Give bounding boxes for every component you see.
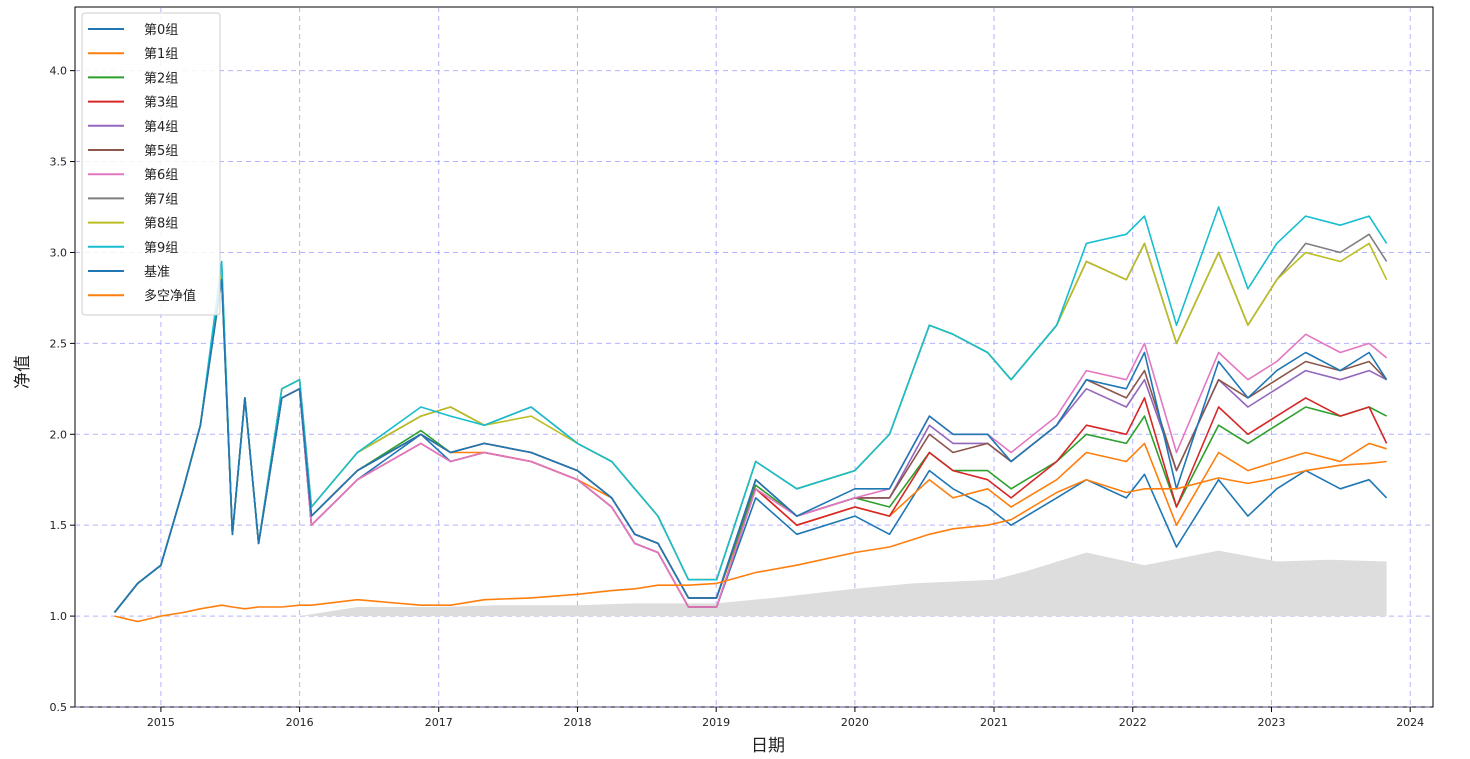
- x-axis-label: 日期: [751, 736, 785, 756]
- x-tick-label: 2019: [702, 716, 730, 729]
- legend-entry: 第0组: [144, 23, 178, 38]
- y-tick-label: 2.5: [50, 337, 68, 350]
- y-tick-label: 2.0: [50, 428, 68, 441]
- x-tick-label: 2017: [425, 716, 453, 729]
- legend-entry: 第4组: [144, 120, 178, 135]
- x-tick-label: 2020: [841, 716, 869, 729]
- excess-return-area: [299, 550, 1387, 617]
- y-tick-label: 1.0: [50, 610, 68, 623]
- x-axis-ticks: 2015 2016 2017 2018 2019 2020 2021 2022 2023 2024: [147, 707, 1424, 729]
- y-axis-label: 净值: [13, 355, 33, 389]
- legend-entry: 第1组: [144, 47, 178, 62]
- x-tick-label: 2015: [147, 716, 175, 729]
- x-tick-label: 2016: [286, 716, 314, 729]
- y-tick-label: 1.5: [50, 519, 68, 532]
- legend-entry: 第3组: [144, 96, 178, 111]
- series-layer: [113, 206, 1388, 623]
- legend-entry: 第8组: [144, 217, 178, 232]
- legend-entry: 第9组: [144, 241, 178, 256]
- x-tick-label: 2018: [563, 716, 591, 729]
- legend-box: [81, 12, 221, 316]
- x-tick-label: 2022: [1119, 716, 1147, 729]
- y-tick-label: 0.5: [50, 701, 68, 714]
- legend-entry: 第7组: [144, 192, 178, 207]
- x-tick-label: 2024: [1396, 716, 1424, 729]
- legend-entry: 多空净值: [144, 288, 196, 304]
- y-tick-label: 4.0: [50, 65, 68, 78]
- x-tick-label: 2021: [980, 716, 1008, 729]
- y-tick-label: 3.0: [50, 246, 68, 259]
- x-tick-label: 2023: [1257, 716, 1285, 729]
- y-tick-label: 3.5: [50, 156, 68, 169]
- series-line-11: [114, 460, 1387, 623]
- legend-entry: 第2组: [144, 71, 178, 86]
- legend-entry: 第6组: [144, 168, 178, 183]
- fill-area-layer: [299, 550, 1387, 617]
- legend-entry: 第5组: [144, 144, 178, 159]
- legend-entry: 基准: [144, 265, 170, 280]
- y-axis-ticks: 0.5 1.0 1.5 2.0 2.5 3.0 3.5 4.0: [50, 65, 75, 714]
